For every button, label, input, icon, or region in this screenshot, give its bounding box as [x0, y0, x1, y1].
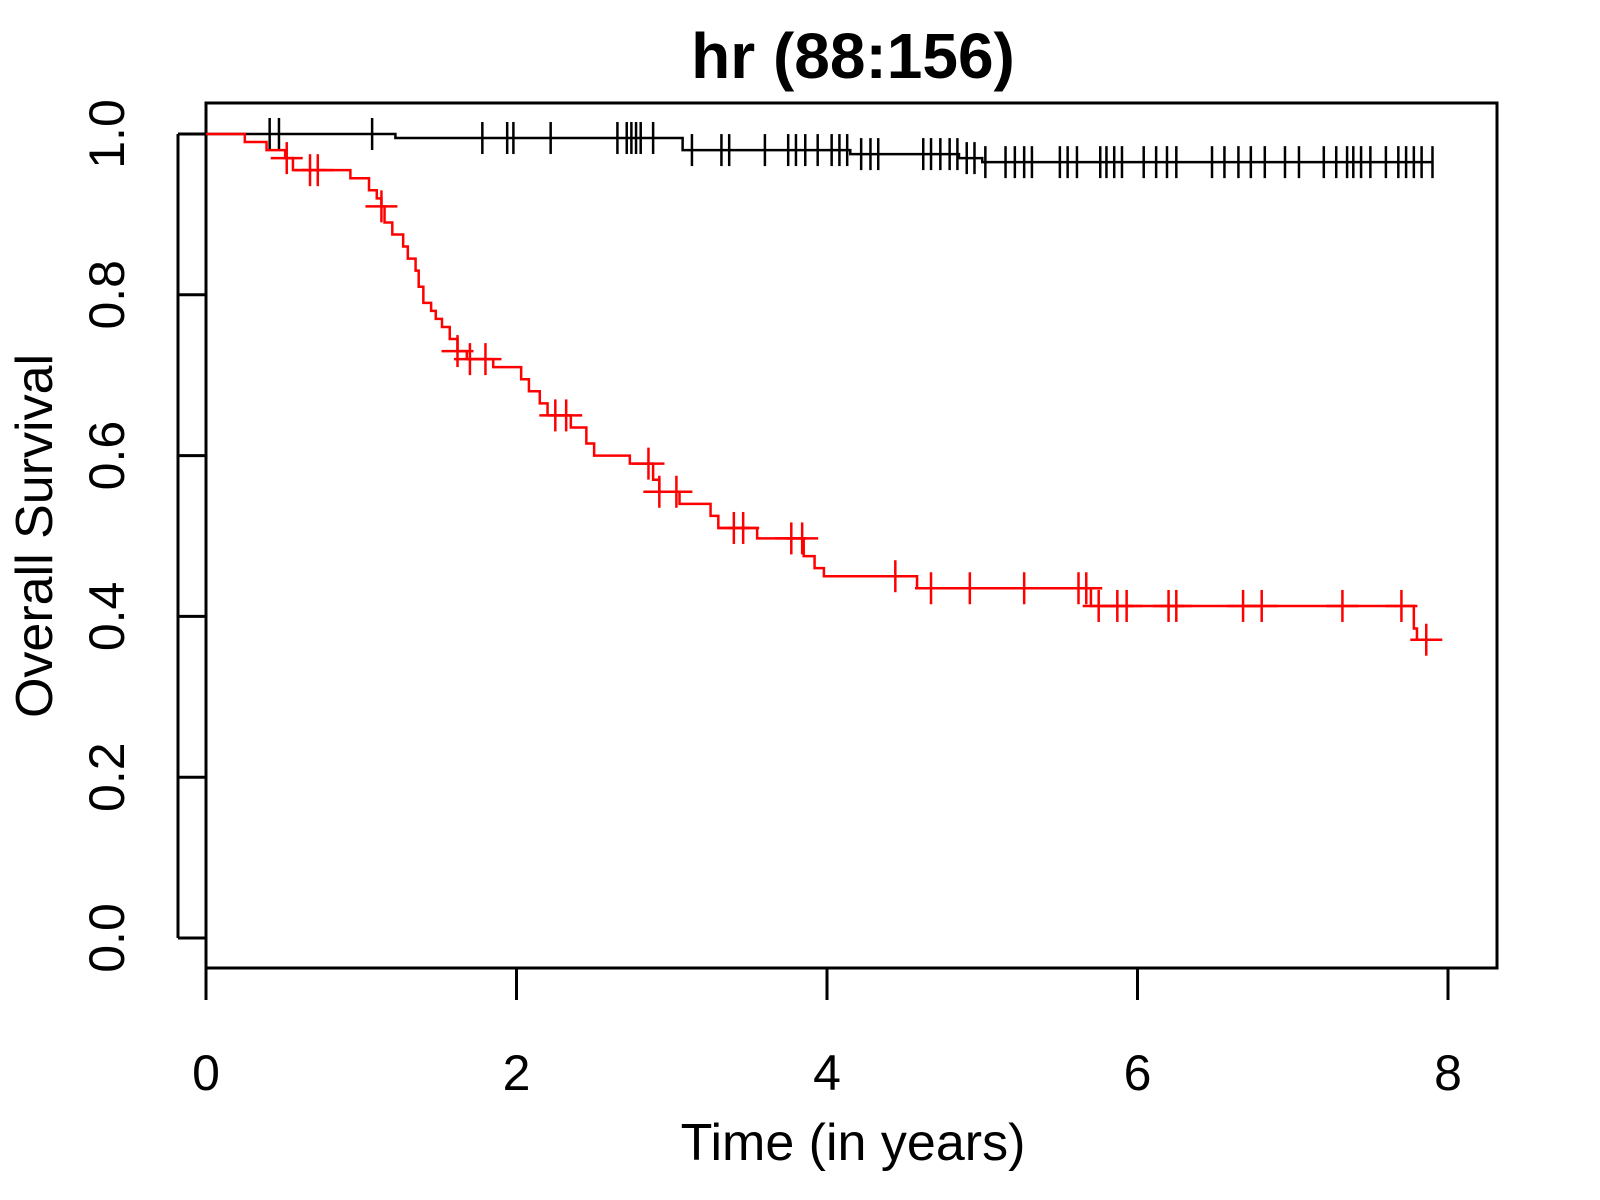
x-axis-label: Time (in years) — [681, 1114, 1026, 1172]
x-axis: 0 2 4 6 8 — [192, 966, 1462, 1101]
y-tick-label: 0.0 — [79, 903, 135, 973]
x-tick-label: 4 — [813, 1045, 841, 1101]
y-tick-label: 0.2 — [79, 742, 135, 812]
plot-frame — [204, 101, 1499, 970]
y-tick-label: 0.8 — [79, 260, 135, 330]
chart-title: hr (88:156) — [691, 20, 1015, 92]
y-tick-label: 0.4 — [79, 582, 135, 652]
series-0-line — [206, 132, 1433, 164]
x-tick-label: 0 — [192, 1045, 220, 1101]
series-layer — [206, 118, 1443, 656]
y-axis: 0.0 0.2 0.4 0.6 0.8 1.0 — [79, 99, 206, 973]
x-tick-label: 6 — [1124, 1045, 1152, 1101]
series-1-line — [206, 132, 1441, 641]
y-tick-label: 0.6 — [79, 421, 135, 491]
x-tick-label: 2 — [503, 1045, 531, 1101]
y-axis-label: Overall Survival — [6, 354, 64, 718]
x-tick-label: 8 — [1434, 1045, 1462, 1101]
y-tick-label: 1.0 — [79, 99, 135, 169]
series-1 — [206, 132, 1443, 656]
series-0 — [206, 118, 1434, 179]
